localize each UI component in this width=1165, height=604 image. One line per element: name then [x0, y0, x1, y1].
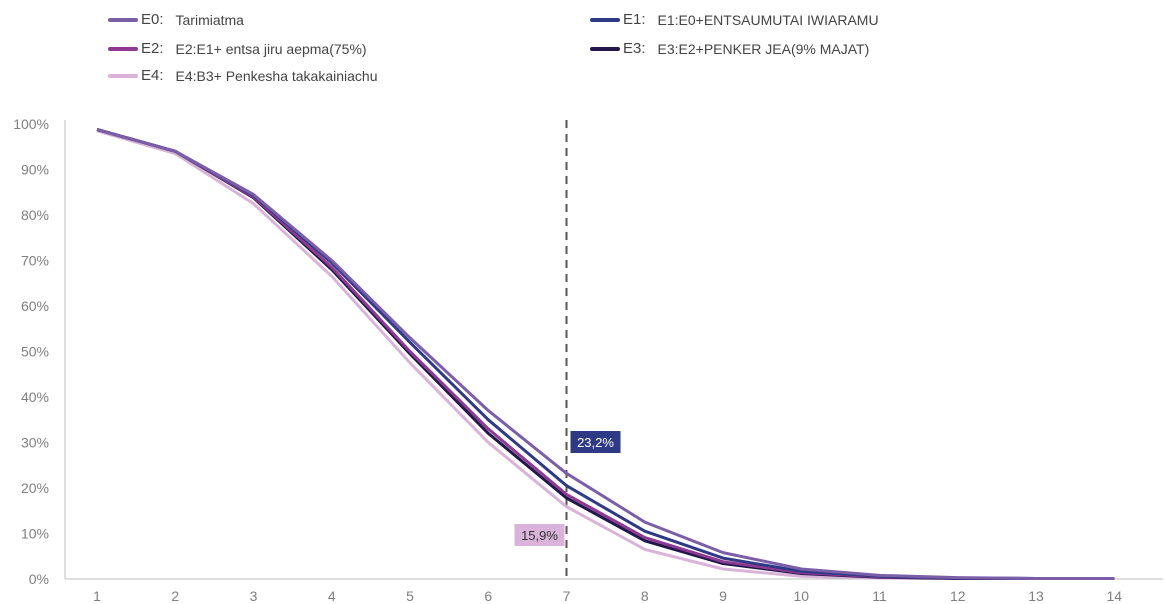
- legend-label: E3:E2+PENKER JEA(9% MAJAT): [657, 40, 870, 57]
- y-tick-label: 30%: [21, 435, 49, 451]
- x-tick-label: 3: [250, 588, 258, 604]
- x-tick-label: 9: [719, 588, 727, 604]
- legend-item-e0: E0: Tarimiatma: [108, 11, 244, 28]
- data-label-box: [514, 524, 565, 546]
- legend-item-e4: E4: E4:B3+ Penkesha takakainiachu: [108, 67, 378, 84]
- legend-swatch: [108, 73, 138, 78]
- y-tick-label: 80%: [21, 207, 49, 223]
- x-tick-label: 11: [872, 588, 887, 604]
- x-tick-label: 7: [563, 588, 571, 604]
- data-label: 23,2%: [577, 435, 614, 450]
- y-tick-label: 10%: [21, 526, 49, 542]
- x-tick-label: 14: [1106, 588, 1122, 604]
- legend-item-e3: E3: E3:E2+PENKER JEA(9% MAJAT): [590, 40, 869, 57]
- y-tick-label: 40%: [21, 389, 49, 405]
- y-tick-label: 20%: [21, 480, 49, 496]
- x-tick-label: 2: [171, 588, 179, 604]
- legend-label: E4:B3+ Penkesha takakainiachu: [175, 67, 378, 84]
- legend-label: E2:E1+ entsa jiru aepma(75%): [175, 40, 367, 57]
- legend-swatch: [590, 46, 620, 51]
- legend-code: E1:: [623, 11, 646, 28]
- y-tick-label: 70%: [21, 253, 49, 269]
- legend-item-e1: E1: E1:E0+ENTSAUMUTAI IWIARAMU: [590, 11, 879, 28]
- legend-code: E0:: [141, 11, 164, 28]
- y-tick-label: 0%: [29, 571, 49, 587]
- x-tick-label: 8: [641, 588, 649, 604]
- x-tick-label: 12: [950, 588, 966, 604]
- data-label-box: [570, 431, 621, 453]
- legend-label: Tarimiatma: [175, 11, 244, 28]
- legend: E0: Tarimiatma E1: E1:E0+ENTSAUMUTAI IWI…: [0, 0, 1165, 95]
- x-tick-label: 4: [328, 588, 336, 604]
- y-tick-label: 90%: [21, 162, 49, 178]
- series-line: [96, 128, 1115, 580]
- legend-label: E1:E0+ENTSAUMUTAI IWIARAMU: [657, 11, 879, 28]
- series-line: [96, 128, 1115, 580]
- legend-code: E3:: [623, 40, 646, 57]
- y-tick-label: 100%: [13, 116, 49, 132]
- x-tick-label: 5: [406, 588, 414, 604]
- x-tick-label: 1: [93, 588, 101, 604]
- data-label: 15,9%: [521, 528, 558, 543]
- legend-code: E4:: [141, 67, 164, 84]
- x-tick-label: 13: [1028, 588, 1044, 604]
- series-line: [96, 129, 1115, 580]
- y-tick-label: 50%: [21, 344, 49, 360]
- legend-code: E2:: [141, 40, 164, 57]
- y-tick-label: 60%: [21, 298, 49, 314]
- legend-swatch: [590, 17, 620, 22]
- legend-item-e2: E2: E2:E1+ entsa jiru aepma(75%): [108, 40, 367, 57]
- legend-swatch: [108, 17, 138, 22]
- x-tick-label: 6: [484, 588, 492, 604]
- x-tick-label: 10: [793, 588, 809, 604]
- legend-swatch: [108, 46, 138, 51]
